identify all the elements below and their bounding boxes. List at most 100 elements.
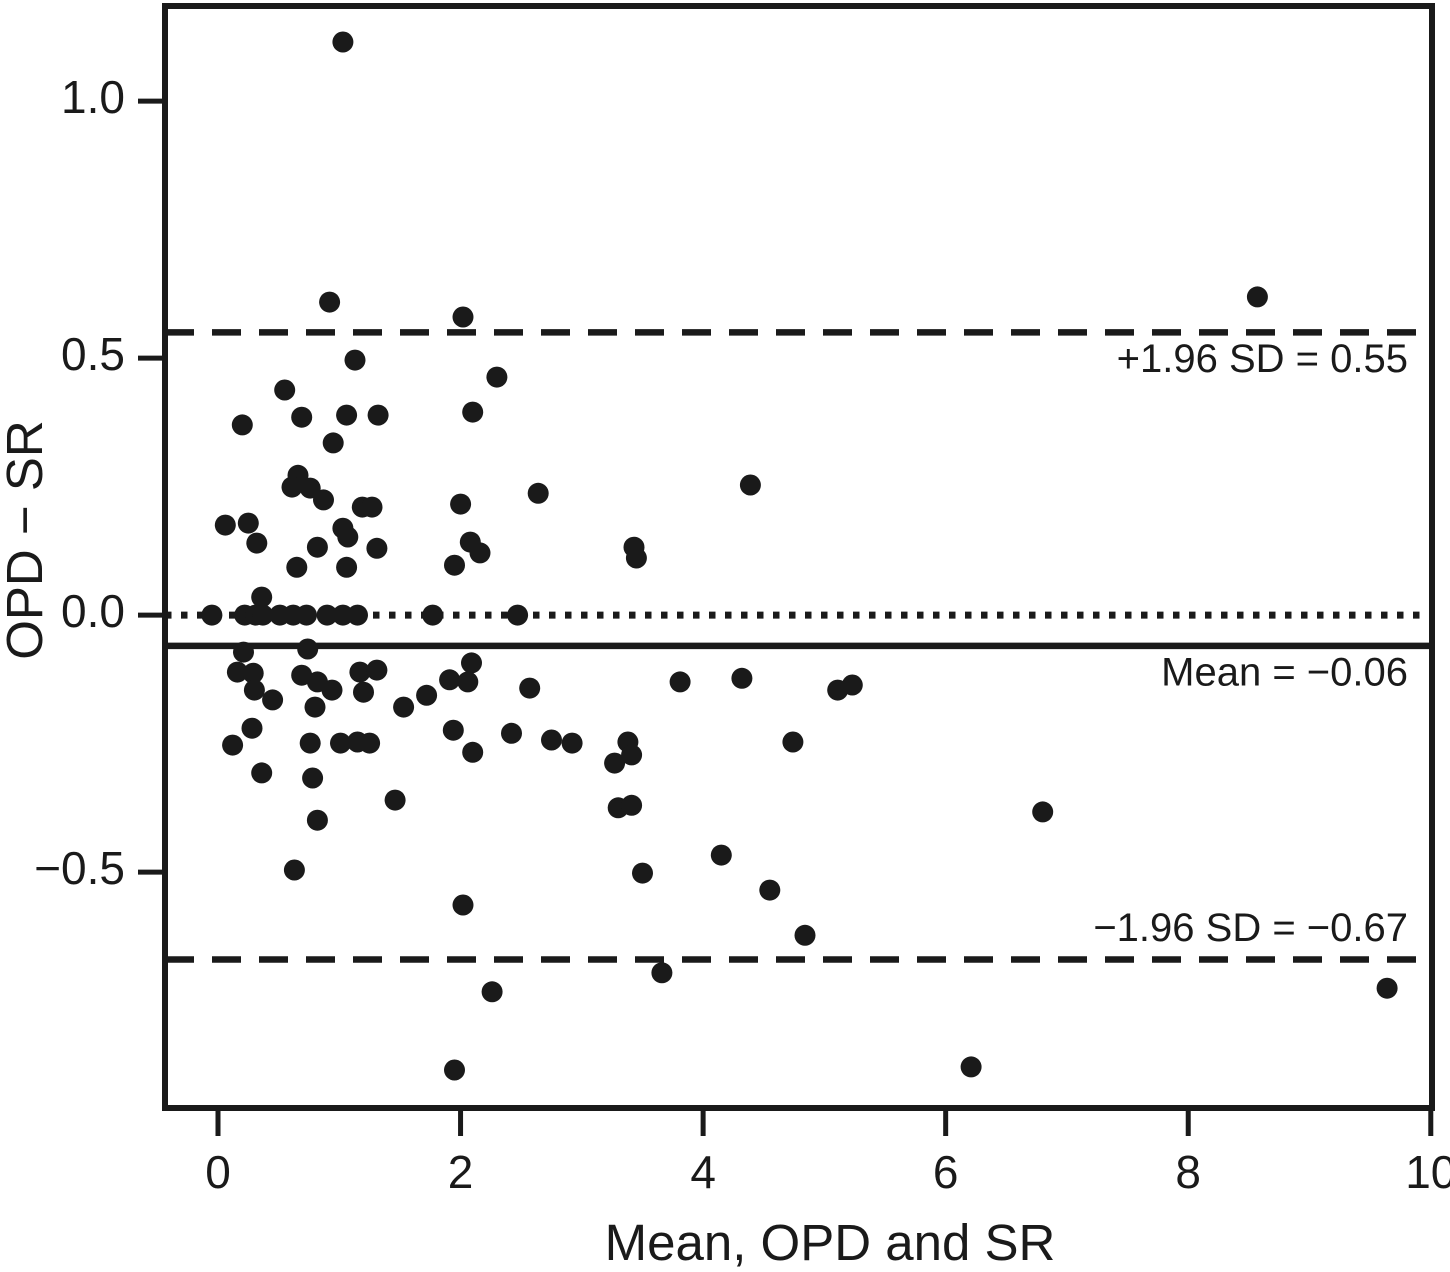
scatter-point	[246, 532, 268, 554]
scatter-point	[384, 789, 406, 811]
scatter-point	[359, 732, 381, 754]
scatter-point	[251, 762, 273, 784]
reference-line-label-2: Mean = −0.06	[1161, 650, 1408, 694]
scatter-point	[291, 664, 313, 686]
scatter-point	[332, 31, 354, 53]
scatter-point	[222, 734, 244, 756]
scatter-point	[281, 476, 303, 498]
scatter-point	[286, 556, 308, 578]
scatter-point	[347, 604, 368, 626]
scatter-point	[481, 981, 503, 1003]
scatter-point	[296, 604, 317, 626]
scatter-point	[251, 586, 273, 608]
scatter-point	[422, 604, 444, 626]
scatter-point	[299, 732, 321, 754]
scatter-point	[366, 659, 388, 681]
scatter-point	[452, 894, 474, 916]
scatter-point	[527, 482, 549, 504]
scatter-point	[336, 556, 358, 578]
scatter-point	[469, 542, 491, 564]
scatter-point	[841, 674, 863, 696]
scatter-point	[302, 767, 324, 789]
scatter-point	[349, 661, 371, 683]
scatter-point	[353, 681, 374, 703]
y-tick-label: 0.5	[61, 328, 125, 380]
scatter-point	[1376, 977, 1398, 999]
scatter-point	[444, 1059, 465, 1081]
scatter-point	[457, 671, 479, 693]
scatter-point	[794, 924, 816, 946]
scatter-point	[262, 689, 284, 711]
scatter-point	[561, 732, 583, 754]
scatter-point	[361, 496, 383, 518]
axes-group	[138, 3, 1435, 1136]
reference-line-label-3: −1.96 SD = −0.67	[1093, 906, 1408, 950]
scatter-point	[304, 696, 326, 718]
scatter-point	[283, 859, 305, 881]
scatter-point	[632, 862, 653, 884]
scatter-point	[444, 554, 465, 576]
x-tick-label: 2	[448, 1146, 474, 1198]
scatter-point	[274, 379, 296, 401]
scatter-point	[306, 809, 328, 831]
scatter-point	[541, 729, 562, 751]
scatter-point	[367, 404, 389, 426]
scatter-point	[462, 741, 484, 763]
scatter-point	[486, 366, 508, 388]
x-tick-label: 4	[690, 1146, 716, 1198]
x-tick-label: 8	[1175, 1146, 1201, 1198]
scatter-point	[233, 641, 254, 663]
scatter-point	[242, 662, 264, 684]
scatter-point	[625, 547, 647, 569]
scatter-point	[316, 604, 338, 626]
scatter-point	[237, 512, 259, 534]
scatter-point	[782, 731, 804, 753]
scatter-point	[461, 652, 482, 674]
scatter-point	[739, 474, 761, 496]
scatter-point	[291, 406, 313, 428]
y-tick-label: 0.0	[61, 585, 125, 637]
scatter-point	[243, 679, 265, 701]
scatter-point	[442, 719, 464, 741]
scatter-point	[231, 414, 253, 436]
scatter-point	[241, 717, 263, 739]
y-axis-title: OPD − SR	[0, 420, 53, 660]
reference-line-label-0: +1.96 SD = 0.55	[1117, 337, 1408, 381]
scatter-point	[621, 794, 643, 816]
y-tick-label: 1.0	[61, 71, 125, 123]
scatter-point	[306, 536, 328, 558]
scatter-point	[960, 1056, 982, 1078]
labels-group: +1.96 SD = 0.55 Mean = −0.06 −1.96 SD = −0…	[0, 71, 1450, 1271]
scatter-point	[501, 722, 522, 744]
scatter-point	[507, 604, 529, 626]
scatter-point	[321, 679, 343, 701]
plot-border	[162, 3, 1435, 1111]
scatter-point	[366, 537, 388, 559]
x-tick-label: 0	[205, 1146, 231, 1198]
scatter-point	[226, 661, 248, 683]
scatter-point	[201, 604, 223, 626]
scatter-point	[416, 684, 438, 706]
scatter-point	[322, 432, 344, 454]
y-tick-label: −0.5	[34, 842, 125, 894]
x-tick-label: 10	[1405, 1146, 1450, 1198]
scatter-point	[439, 669, 461, 691]
scatter-point	[297, 638, 319, 660]
scatter-point	[519, 677, 541, 699]
scatter-point	[710, 844, 732, 866]
scatter-point	[336, 404, 358, 426]
scatter-point	[651, 962, 673, 984]
scatter-point	[669, 671, 691, 693]
scatter-point	[252, 604, 274, 626]
scatter-point	[462, 401, 484, 423]
scatter-point	[214, 514, 236, 536]
scatter-point	[313, 489, 334, 511]
scatter-point	[1246, 286, 1268, 308]
scatter-point	[452, 306, 474, 328]
x-tick-label: 6	[933, 1146, 959, 1198]
scatter-point	[332, 604, 354, 626]
scatter-point	[393, 696, 415, 718]
scatter-point	[330, 732, 351, 754]
